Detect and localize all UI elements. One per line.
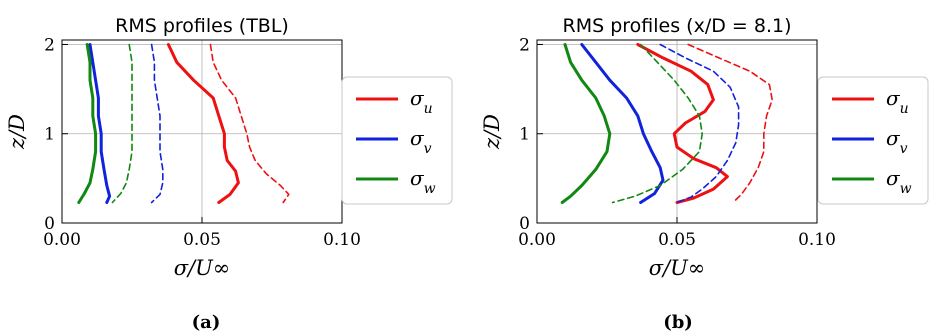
legend-label: σv xyxy=(410,126,432,157)
panel-caption: (a) xyxy=(192,312,221,333)
series-line-sigma-w-dashed xyxy=(611,43,703,204)
legend-label: σu xyxy=(886,86,909,117)
y-tick-label: 1 xyxy=(519,125,530,145)
legend: σu σv σw xyxy=(341,76,453,205)
chart-title: RMS profiles (x/D = 8.1) xyxy=(563,15,792,37)
chart-panel-b: 0.00 0.05 0.10 0 1 2 RMS profiles (x/D = 8.1) σ… xyxy=(480,15,929,333)
legend-label: σu xyxy=(410,86,433,117)
y-axis-label: z/D xyxy=(5,114,29,150)
x-tick-label: 0.05 xyxy=(183,230,221,250)
series-line-sigma-u-dashed xyxy=(209,43,290,204)
y-axis-label: z/D xyxy=(480,114,504,150)
y-tick-label: 0 xyxy=(519,214,530,234)
x-axis-label: σ/U∞ xyxy=(174,256,231,280)
x-tick-label: 0.00 xyxy=(518,230,556,250)
y-tick-label: 0 xyxy=(44,214,55,234)
series-line-sigma-u-dashed xyxy=(687,43,773,204)
chart-panel-a: 0.00 0.05 0.10 0 1 2 RMS profiles (TBL) σ/U∞ z/D… xyxy=(5,15,453,333)
y-tick-label: 1 xyxy=(44,125,55,145)
chart-title: RMS profiles (TBL) xyxy=(115,15,289,37)
series-line-sigma-v-solid xyxy=(88,43,112,204)
x-axis-label: σ/U∞ xyxy=(649,256,706,280)
series-line-sigma-v-dashed xyxy=(659,43,740,204)
legend: σu σv σw xyxy=(817,76,929,205)
x-tick-label: 0.10 xyxy=(323,230,361,250)
series-line-sigma-v-dashed xyxy=(150,43,164,204)
x-tick-label: 0.00 xyxy=(43,230,81,250)
series-line-sigma-w-dashed xyxy=(111,43,133,204)
series-line-sigma-w-solid xyxy=(77,43,98,204)
x-tick-label: 0.10 xyxy=(798,230,836,250)
legend-label: σw xyxy=(886,166,912,197)
series-line-sigma-v-solid xyxy=(580,43,665,204)
legend-label: σw xyxy=(410,166,436,197)
series-line-sigma-u-solid xyxy=(636,43,729,204)
panel-caption: (b) xyxy=(663,312,693,333)
series-line-sigma-u-solid xyxy=(166,43,240,204)
x-tick-label: 0.05 xyxy=(658,230,696,250)
y-tick-label: 2 xyxy=(44,35,55,55)
series-line-sigma-w-solid xyxy=(560,43,612,204)
legend-label: σv xyxy=(886,126,908,157)
y-tick-label: 2 xyxy=(519,35,530,55)
